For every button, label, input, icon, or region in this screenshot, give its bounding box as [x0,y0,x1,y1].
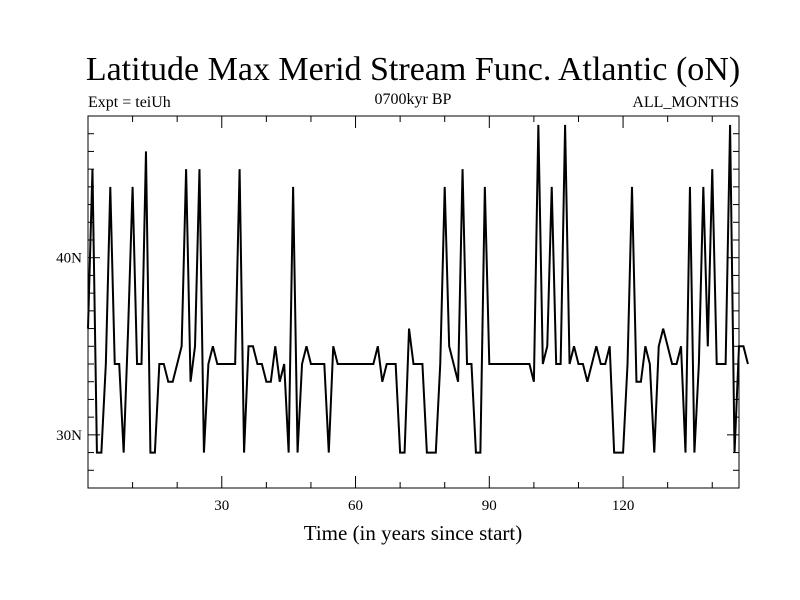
y-tick-label: 40N [56,251,82,267]
x-tick-label: 30 [214,498,229,514]
x-tick-label: 60 [348,498,363,514]
x-tick-label: 120 [612,498,635,514]
series-line [87,124,749,454]
x-tick-label: 90 [482,498,497,514]
axis-tick-labels: 30N 40N 30 60 90 120 [56,251,634,514]
chart-title: Latitude Max Merid Stream Func. Atlantic… [86,51,740,88]
period-label: 0700kyr BP [375,91,452,108]
y-tick-label: 30N [56,428,82,444]
months-label: ALL_MONTHS [632,94,739,111]
experiment-label: Expt = teiUh [88,94,171,111]
plot-frame [87,115,740,489]
x-axis-label: Time (in years since start) [304,521,523,545]
